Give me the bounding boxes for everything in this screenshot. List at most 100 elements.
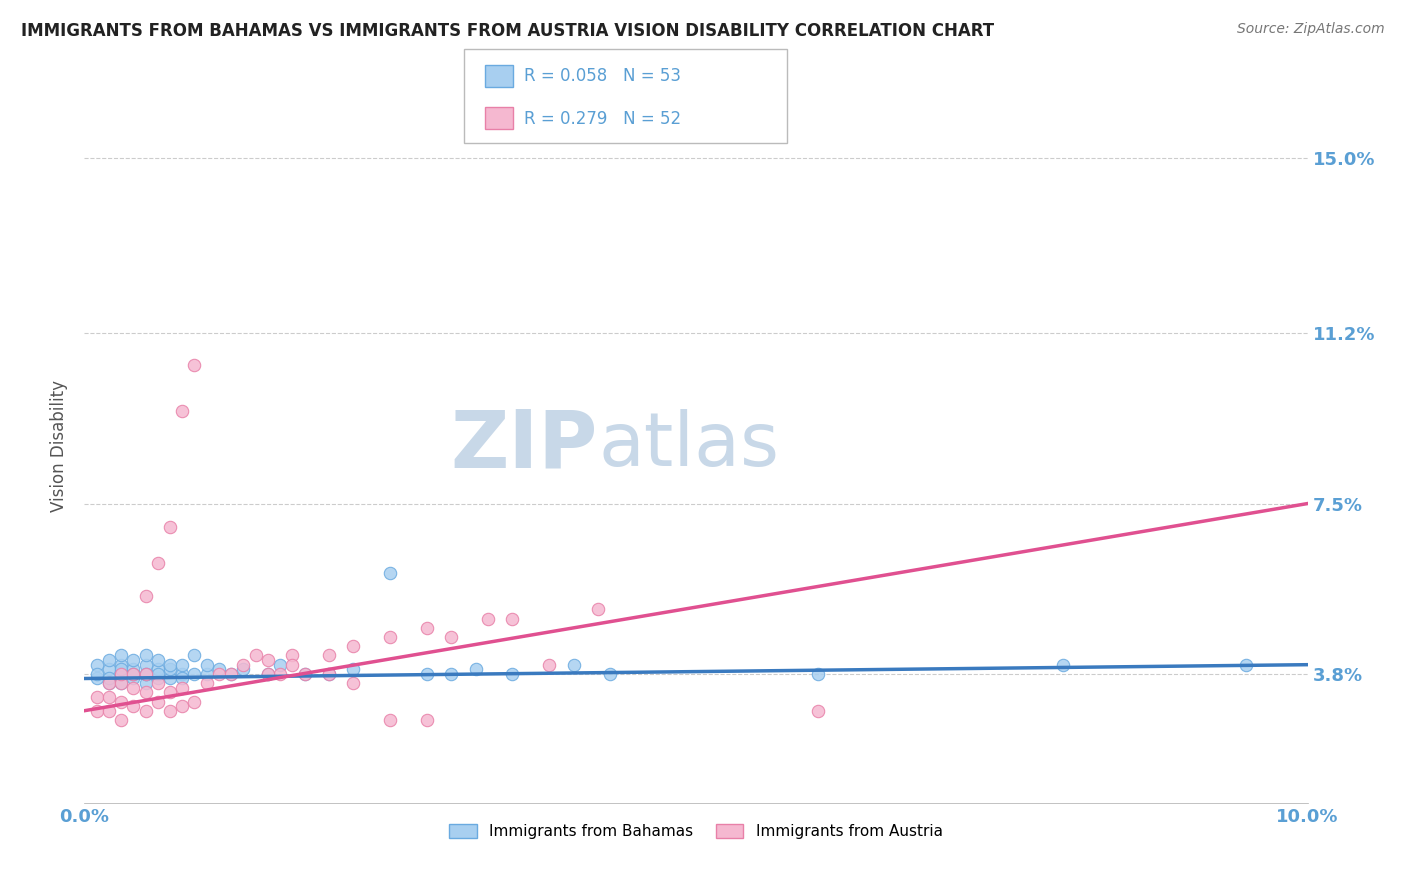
Point	[86, 666, 108, 681]
Point	[232, 662, 254, 676]
Y-axis label: Vision Disability: Vision Disability	[51, 380, 69, 512]
Point	[318, 648, 340, 663]
Point	[219, 666, 242, 681]
Point	[232, 657, 254, 672]
Point	[110, 694, 132, 708]
Text: IMMIGRANTS FROM BAHAMAS VS IMMIGRANTS FROM AUSTRIA VISION DISABILITY CORRELATION: IMMIGRANTS FROM BAHAMAS VS IMMIGRANTS FR…	[21, 22, 994, 40]
Point	[562, 657, 585, 672]
Point	[183, 648, 205, 663]
Point	[135, 589, 157, 603]
Point	[135, 666, 157, 681]
Point	[318, 666, 340, 681]
Point	[586, 602, 609, 616]
Point	[146, 676, 169, 690]
Point	[342, 676, 364, 690]
Point	[208, 666, 231, 681]
Point	[122, 681, 145, 695]
Point	[807, 666, 830, 681]
Point	[122, 653, 145, 667]
Point	[135, 666, 157, 681]
Point	[342, 662, 364, 676]
Point	[208, 662, 231, 676]
Point	[195, 676, 218, 690]
Point	[110, 648, 132, 663]
Point	[477, 612, 499, 626]
Text: Source: ZipAtlas.com: Source: ZipAtlas.com	[1237, 22, 1385, 37]
Point	[342, 640, 364, 654]
Point	[110, 666, 132, 681]
Point	[219, 666, 242, 681]
Point	[1236, 657, 1258, 672]
Point	[110, 662, 132, 676]
Point	[135, 685, 157, 699]
Point	[97, 690, 120, 704]
Point	[97, 676, 120, 690]
Point	[172, 699, 194, 714]
Point	[183, 666, 205, 681]
Point	[146, 653, 169, 667]
Point	[110, 657, 132, 672]
Point	[135, 666, 157, 681]
Point	[380, 713, 402, 727]
Point	[146, 662, 169, 676]
Text: R = 0.058   N = 53: R = 0.058 N = 53	[524, 67, 682, 86]
Point	[122, 662, 145, 676]
Point	[135, 704, 157, 718]
Text: ZIP: ZIP	[451, 407, 598, 485]
Point	[807, 704, 830, 718]
Point	[122, 666, 145, 681]
Point	[1052, 657, 1074, 672]
Point	[380, 630, 402, 644]
Point	[97, 672, 120, 686]
Point	[110, 713, 132, 727]
Point	[502, 612, 524, 626]
Point	[86, 672, 108, 686]
Point	[172, 657, 194, 672]
Point	[172, 666, 194, 681]
Text: R = 0.279   N = 52: R = 0.279 N = 52	[524, 110, 682, 128]
Point	[440, 666, 463, 681]
Point	[122, 666, 145, 681]
Point	[257, 666, 280, 681]
Point	[159, 672, 181, 686]
Point	[135, 657, 157, 672]
Point	[416, 666, 439, 681]
Point	[440, 630, 463, 644]
Point	[86, 657, 108, 672]
Point	[318, 666, 340, 681]
Point	[172, 672, 194, 686]
Point	[159, 657, 181, 672]
Point	[146, 672, 169, 686]
Point	[281, 648, 304, 663]
Point	[183, 359, 205, 373]
Point	[416, 621, 439, 635]
Point	[146, 694, 169, 708]
Point	[97, 704, 120, 718]
Point	[86, 704, 108, 718]
Text: atlas: atlas	[598, 409, 779, 483]
Legend: Immigrants from Bahamas, Immigrants from Austria: Immigrants from Bahamas, Immigrants from…	[443, 818, 949, 845]
Point	[110, 676, 132, 690]
Point	[269, 657, 291, 672]
Point	[416, 713, 439, 727]
Point	[122, 699, 145, 714]
Point	[464, 662, 486, 676]
Point	[269, 666, 291, 681]
Point	[110, 666, 132, 681]
Point	[97, 662, 120, 676]
Point	[502, 666, 524, 681]
Point	[97, 676, 120, 690]
Point	[122, 672, 145, 686]
Point	[159, 685, 181, 699]
Point	[245, 648, 267, 663]
Point	[110, 676, 132, 690]
Point	[195, 657, 218, 672]
Point	[294, 666, 316, 681]
Point	[159, 704, 181, 718]
Point	[159, 519, 181, 533]
Point	[294, 666, 316, 681]
Point	[135, 676, 157, 690]
Point	[172, 404, 194, 418]
Point	[599, 666, 621, 681]
Point	[159, 662, 181, 676]
